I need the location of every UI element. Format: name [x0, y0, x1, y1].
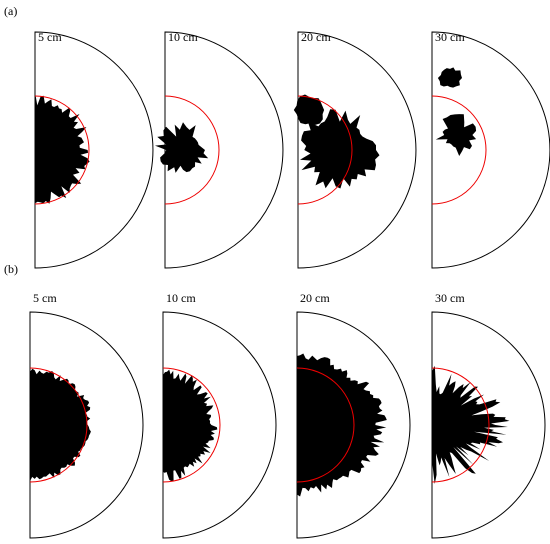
- outer-semicircle: [29, 311, 144, 539]
- reference-circle: [431, 95, 487, 205]
- reference-circle: [29, 367, 88, 483]
- panel: [293, 31, 417, 269]
- reference-circle: [164, 95, 220, 205]
- depth-label: 5 cm: [33, 291, 57, 305]
- reference-circle: [34, 95, 90, 205]
- depth-label: 10 cm: [166, 291, 196, 305]
- reference-circle: [162, 367, 221, 483]
- ice-region: [432, 365, 510, 484]
- depth-label: 20 cm: [301, 30, 331, 44]
- depth-label: 10 cm: [168, 30, 198, 44]
- ice-region: [437, 67, 462, 88]
- ice-region: [435, 114, 477, 156]
- panel: [296, 311, 411, 539]
- reference-circle: [296, 367, 355, 483]
- outer-semicircle: [162, 311, 277, 539]
- outer-semicircle: [431, 311, 546, 539]
- outer-semicircle: [34, 31, 154, 269]
- ice-region: [300, 109, 380, 189]
- ice-region: [155, 122, 209, 173]
- ice-region: [35, 92, 90, 204]
- reference-circle: [297, 95, 353, 205]
- panel: [431, 31, 550, 269]
- reference-circle: [431, 367, 490, 483]
- depth-label: 30 cm: [435, 30, 465, 44]
- ice-region: [30, 368, 91, 482]
- depth-label: 30 cm: [435, 291, 465, 305]
- ice-region: [163, 369, 218, 482]
- panel-label: (a): [4, 4, 17, 18]
- depth-label: 20 cm: [300, 291, 330, 305]
- panel: [155, 31, 284, 269]
- panel: [431, 311, 546, 539]
- outer-semicircle: [431, 31, 550, 269]
- outer-semicircle: [164, 31, 284, 269]
- depth-label: 5 cm: [38, 30, 62, 44]
- ice-region: [293, 94, 325, 125]
- ice-region: [297, 353, 387, 497]
- outer-semicircle: [297, 31, 417, 269]
- panel-label: (b): [4, 262, 18, 276]
- panel: [29, 311, 144, 539]
- outer-semicircle: [296, 311, 411, 539]
- panel: [34, 31, 154, 269]
- panel: [162, 311, 277, 539]
